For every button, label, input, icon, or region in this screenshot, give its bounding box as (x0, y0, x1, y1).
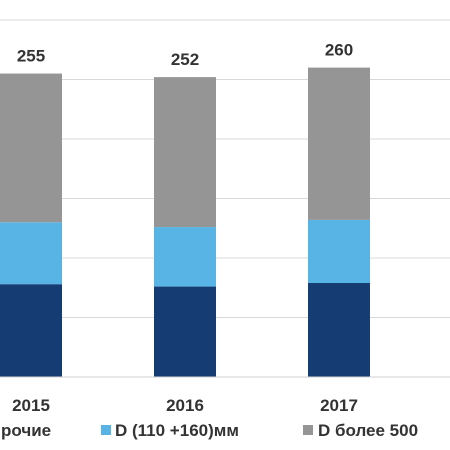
legend-swatch-d500 (303, 425, 313, 435)
bar-segment-2015-s0 (0, 284, 62, 377)
bar-segment-2015-s2 (0, 73, 62, 223)
legend-item-d110-160: D (110 +160)мм (101, 421, 239, 440)
total-labels: 255 252 260 (17, 41, 353, 70)
gridlines (0, 19, 450, 318)
legend-item-prochie: рочие (1, 421, 51, 440)
bar-segment-2016-s1 (154, 227, 216, 287)
bar-segment-2017-s2 (308, 67, 370, 220)
legend-label-d110-160: D (110 +160)мм (115, 421, 239, 440)
bar-segment-2016-s0 (154, 286, 216, 377)
x-tick-label-2016: 2016 (166, 396, 204, 415)
x-tick-labels: 2015 2016 2017 (12, 396, 358, 415)
x-tick-label-2017: 2017 (320, 396, 358, 415)
legend-swatch-d110-160 (101, 425, 111, 435)
total-label-2017: 260 (325, 41, 353, 60)
total-label-2016: 252 (171, 50, 199, 69)
legend-item-d500: D более 500 (303, 421, 418, 440)
x-tick-label-2015: 2015 (12, 396, 50, 415)
bar-segment-2016-s2 (154, 77, 216, 228)
legend-label-d500: D более 500 (318, 421, 418, 440)
total-label-2015: 255 (17, 47, 45, 66)
bar-segment-2017-s1 (308, 219, 370, 283)
legend: рочие D (110 +160)мм D более 500 (1, 421, 418, 440)
bars (0, 67, 370, 377)
bar-segment-2017-s0 (308, 282, 370, 377)
legend-label-prochie: рочие (1, 421, 51, 440)
bar-segment-2015-s1 (0, 222, 62, 285)
